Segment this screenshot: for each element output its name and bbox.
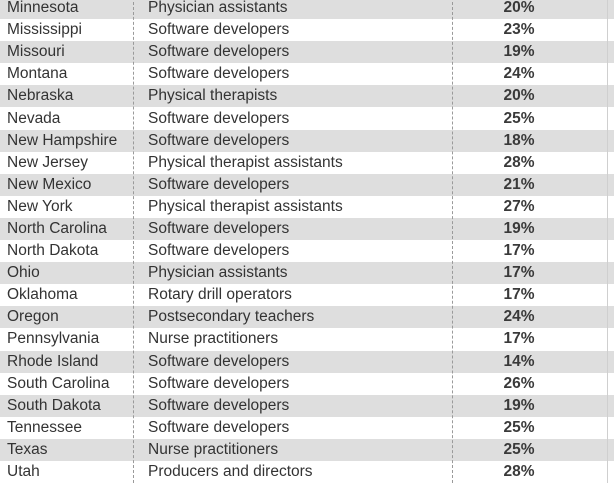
state-cell: Utah bbox=[7, 463, 40, 481]
table-row: North Dakota Software developers 17% bbox=[0, 240, 614, 262]
table-row: New Mexico Software developers 21% bbox=[0, 173, 614, 196]
occupation-cell: Software developers bbox=[148, 65, 290, 83]
state-cell: South Dakota bbox=[7, 396, 101, 414]
column-divider-state bbox=[133, 0, 134, 483]
state-cell: New Jersey bbox=[7, 153, 88, 171]
occupation-cell: Software developers bbox=[148, 219, 290, 237]
growth-percent-cell: 19% bbox=[503, 219, 535, 237]
growth-percent-cell: 20% bbox=[503, 87, 535, 105]
table-row: South Carolina Software developers 26% bbox=[0, 373, 614, 395]
growth-percent-cell: 17% bbox=[503, 264, 535, 282]
table-row: Tennessee Software developers 25% bbox=[0, 417, 614, 439]
state-cell: New York bbox=[7, 197, 73, 215]
occupation-cell: Software developers bbox=[148, 21, 290, 39]
growth-percent-cell: 24% bbox=[503, 65, 535, 83]
growth-percent-cell: 26% bbox=[503, 374, 535, 392]
column-divider-occupation bbox=[452, 0, 453, 483]
table-row: Mississippi Software developers 23% bbox=[0, 19, 614, 41]
growth-percent-cell: 17% bbox=[503, 286, 535, 304]
table-row: New Hampshire Software developers 18% bbox=[0, 129, 614, 152]
growth-percent-cell: 28% bbox=[503, 463, 535, 481]
growth-percent-cell: 18% bbox=[503, 131, 535, 149]
occupation-cell: Physician assistants bbox=[148, 0, 288, 17]
occupation-cell: Software developers bbox=[148, 374, 290, 392]
occupation-cell: Software developers bbox=[148, 43, 290, 61]
state-cell: Oregon bbox=[7, 308, 59, 326]
table-row: North Carolina Software developers 19% bbox=[0, 217, 614, 241]
growth-percent-cell: 19% bbox=[503, 396, 535, 414]
state-cell: North Dakota bbox=[7, 242, 99, 260]
growth-percent-cell: 24% bbox=[503, 308, 535, 326]
occupation-cell: Postsecondary teachers bbox=[148, 308, 315, 326]
table-row: Utah Producers and directors 28% bbox=[0, 461, 614, 483]
state-cell: Ohio bbox=[7, 264, 40, 282]
table-row: Texas Nurse practitioners 25% bbox=[0, 438, 614, 461]
occupation-cell: Producers and directors bbox=[148, 463, 313, 481]
growth-percent-cell: 20% bbox=[503, 0, 535, 17]
growth-percent-cell: 27% bbox=[503, 197, 535, 215]
state-cell: North Carolina bbox=[7, 219, 107, 237]
occupation-cell: Software developers bbox=[148, 396, 290, 414]
occupation-cell: Software developers bbox=[148, 131, 290, 149]
table-row: Oklahoma Rotary drill operators 17% bbox=[0, 284, 614, 306]
occupation-cell: Software developers bbox=[148, 242, 290, 260]
state-cell: Tennessee bbox=[7, 418, 82, 436]
table-row: Montana Software developers 24% bbox=[0, 63, 614, 85]
state-cell: Pennsylvania bbox=[7, 330, 100, 348]
table-row: Minnesota Physician assistants 20% bbox=[0, 0, 614, 20]
growth-percent-cell: 19% bbox=[503, 43, 535, 61]
state-cell: Nebraska bbox=[7, 87, 74, 105]
growth-percent-cell: 17% bbox=[503, 242, 535, 260]
occupation-cell: Software developers bbox=[148, 418, 290, 436]
state-cell: Oklahoma bbox=[7, 286, 78, 304]
occupation-cell: Nurse practitioners bbox=[148, 440, 279, 458]
table-row: South Dakota Software developers 19% bbox=[0, 394, 614, 417]
growth-percent-cell: 21% bbox=[503, 175, 535, 193]
table-row: Rhode Island Software developers 14% bbox=[0, 350, 614, 373]
growth-percent-cell: 25% bbox=[503, 440, 535, 458]
growth-percent-cell: 23% bbox=[503, 21, 535, 39]
table-row: Nevada Software developers 25% bbox=[0, 107, 614, 129]
table-row: New York Physical therapist assistants 2… bbox=[0, 196, 614, 218]
state-cell: New Hampshire bbox=[7, 131, 118, 149]
growth-percent-cell: 28% bbox=[503, 153, 535, 171]
state-cell: South Carolina bbox=[7, 374, 110, 392]
state-cell: Texas bbox=[7, 440, 48, 458]
state-cell: New Mexico bbox=[7, 175, 92, 193]
growth-percent-cell: 14% bbox=[503, 352, 535, 370]
state-cell: Missouri bbox=[7, 43, 65, 61]
occupation-cell: Software developers bbox=[148, 352, 290, 370]
table-right-border bbox=[607, 0, 608, 483]
state-cell: Minnesota bbox=[7, 0, 79, 17]
table-row: Pennsylvania Nurse practitioners 17% bbox=[0, 328, 614, 350]
table-row: Nebraska Physical therapists 20% bbox=[0, 85, 614, 108]
growth-percent-cell: 17% bbox=[503, 330, 535, 348]
occupation-cell: Physical therapist assistants bbox=[148, 153, 343, 171]
occupation-cell: Physician assistants bbox=[148, 264, 288, 282]
state-cell: Montana bbox=[7, 65, 68, 83]
state-cell: Mississippi bbox=[7, 21, 82, 39]
table-row: Missouri Software developers 19% bbox=[0, 41, 614, 64]
table-row: Ohio Physician assistants 17% bbox=[0, 262, 614, 285]
growth-percent-cell: 25% bbox=[503, 109, 535, 127]
occupation-cell: Physical therapist assistants bbox=[148, 197, 343, 215]
occupation-cell: Software developers bbox=[148, 175, 290, 193]
table-row: New Jersey Physical therapist assistants… bbox=[0, 152, 614, 174]
occupation-cell: Nurse practitioners bbox=[148, 330, 279, 348]
occupation-cell: Physical therapists bbox=[148, 87, 278, 105]
state-cell: Nevada bbox=[7, 109, 61, 127]
table-row: Oregon Postsecondary teachers 24% bbox=[0, 306, 614, 329]
growth-percent-cell: 25% bbox=[503, 418, 535, 436]
state-cell: Rhode Island bbox=[7, 352, 99, 370]
occupation-cell: Software developers bbox=[148, 109, 290, 127]
occupation-cell: Rotary drill operators bbox=[148, 286, 292, 304]
